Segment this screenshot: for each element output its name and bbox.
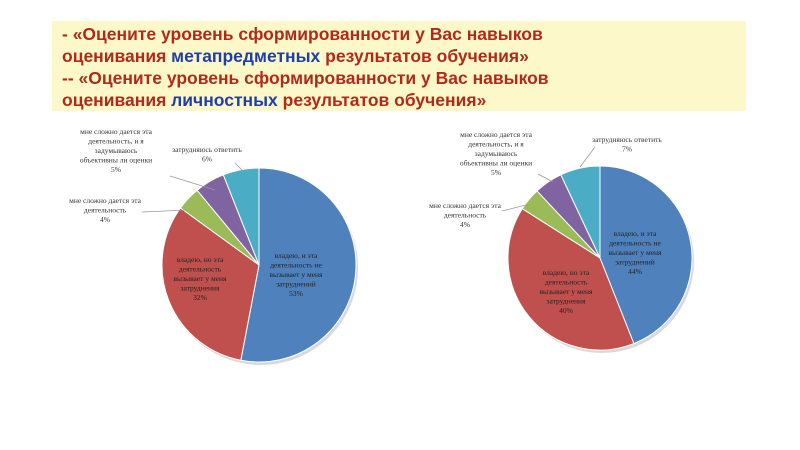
pie-slice-1-text-line: затруднений [276, 280, 316, 289]
pie-slice-4-text-line: мне сложно дается эта [80, 127, 153, 136]
pie-slice-3-text-line: деятельность [84, 206, 127, 215]
title-line-3: -- «Оцените уровень сформированности у В… [62, 68, 549, 88]
pie-slice-3-value: 4% [460, 220, 470, 229]
pie-slice-2-text-line: деятельность [179, 265, 222, 274]
title-line-4: оценивания личностных результатов обучен… [62, 89, 746, 111]
leader-line [141, 209, 188, 213]
pie-slice-3-label: мне сложно дается эта деятельность 4% [429, 201, 502, 229]
pie-slice-2-text-line: вызывает у меня [174, 274, 228, 283]
pie-slice-3-text-line: мне сложно дается эта [429, 201, 502, 210]
pie-slice-3-value: 4% [100, 215, 110, 224]
pie-slice-2-text-line: владею, но эта [543, 268, 590, 277]
pie-slice-1-text-line: деятельность не [270, 261, 322, 270]
title-line-4-end: результатов обучения» [277, 90, 487, 110]
pie-chart-personal: владею, и эта деятельность не вызывает у м… [429, 130, 694, 353]
pie-slice-1-text-line: затруднений [615, 258, 655, 267]
pie-slice-4-text-line: мне сложно дается эта [460, 130, 533, 139]
pie-slice-5-value: 6% [202, 155, 212, 164]
pie-slice-1-value: 44% [628, 267, 642, 276]
pie-slice-4-label: мне сложно дается эта деятельность, и я за… [80, 127, 153, 174]
pie-slice-1-value: 53% [289, 289, 303, 298]
leader-line [234, 162, 243, 171]
pie-slice-4-text-line: задумываюсь [475, 149, 518, 158]
pie-slice-1 [240, 167, 357, 363]
pie-slice-1-text-line: владею, и эта [614, 229, 657, 238]
pie-slice-5-value: 7% [622, 145, 632, 154]
pie-slice-1-text-line: вызывает у меня [270, 270, 324, 279]
pie-slice-4-text-line: деятельность, и я [468, 140, 524, 149]
pie-slice-3-text-line: мне сложно дается эта [69, 196, 142, 205]
title-highlight-metasubject: метапредметных [171, 46, 321, 66]
pie-slice-3-label: мне сложно дается эта деятельность 4% [69, 196, 142, 224]
pie-slice-2 [507, 208, 635, 351]
pie-slice-2-text-line: вызывает у меня [540, 287, 594, 296]
pie-slice-3-text-line: деятельность [444, 211, 487, 220]
slide-title: - «Оцените уровень сформированности у Ва… [52, 21, 746, 111]
title-line-1: - «Оцените уровень сформированности у Ва… [62, 24, 543, 44]
pie-slice-2-text-line: затруднения [546, 297, 586, 306]
pie-slice-2-text-line: деятельность [545, 278, 588, 287]
pie-slice-2 [161, 207, 260, 361]
pie-slice-2-label: владею, но эта деятельность вызывает у мен… [174, 255, 228, 302]
title-line-2-end: результатов обучения» [320, 46, 529, 66]
pie-chart-metasubject: владею, и эта деятельность не вызывает у м… [69, 127, 358, 365]
pie-slice-4-value: 5% [491, 168, 501, 177]
pie-slice-5-text-line: затрудняюсь ответить [172, 145, 242, 154]
pie-slice-1-text-line: владею, и эта [275, 251, 318, 260]
title-line-2-start: оценивания [62, 46, 172, 66]
leader-line [169, 175, 216, 191]
leader-line [501, 204, 527, 212]
pie-slice-4-label: мне сложно дается эта деятельность, и я за… [460, 130, 533, 177]
pie-slice-1-label: владею, и эта деятельность не вызывает у м… [609, 229, 663, 276]
pie-slice-2-text-line: затруднения [180, 284, 220, 293]
pie-slice-5-label: затрудняюсь ответить 6% [172, 145, 242, 164]
leader-line [537, 173, 554, 183]
pie-slice-1-text-line: вызывает у меня [609, 248, 663, 257]
pie-slice-5 [560, 165, 601, 259]
pie-slice-5 [222, 167, 260, 266]
pie-slice-2-text-line: владею, но эта [177, 255, 224, 264]
title-highlight-personal: личностных [171, 90, 278, 110]
pie-slice-2-value: 40% [559, 306, 573, 315]
pie-slice-5-text-line: затрудняюсь ответить [592, 135, 662, 144]
title-line-4-start: оценивания [62, 90, 172, 110]
pie-slice-5-label: затрудняюсь ответить 7% [592, 135, 662, 154]
pie-slice-4-text-line: задумываюсь [95, 146, 138, 155]
pie-slice-4-text-line: деятельность, и я [88, 137, 144, 146]
pie-slice-1 [599, 165, 693, 345]
pie-slice-4-text-line: объективны ли оценки [460, 159, 532, 168]
pie-slice-4-value: 5% [111, 165, 121, 174]
leader-line [579, 146, 596, 168]
pie-slice-2-value: 32% [193, 293, 207, 302]
pie-slice-1-text-line: деятельность не [609, 239, 661, 248]
pie-slice-4-text-line: объективны ли оценки [80, 156, 152, 165]
pie-slice-2-label: владею, но эта деятельность вызывает у мен… [540, 268, 594, 315]
pie-slice-1-label: владею, и эта деятельность не вызывает у м… [270, 251, 324, 298]
title-line-2: оценивания метапредметных результатов об… [62, 45, 746, 67]
